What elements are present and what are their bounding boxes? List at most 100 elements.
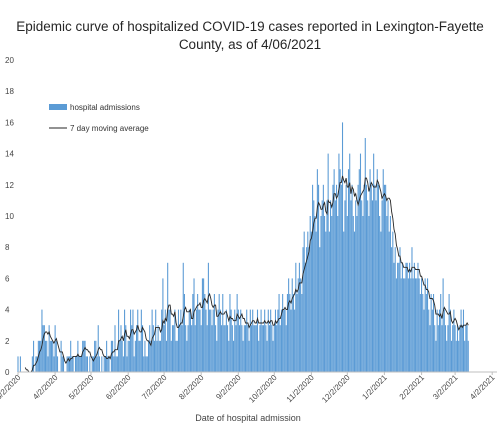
bar — [383, 184, 385, 372]
bar — [188, 309, 190, 372]
bar — [159, 340, 162, 372]
bar — [216, 340, 218, 372]
bar — [157, 325, 159, 372]
x-tick-label: 6/2/2020 — [104, 373, 133, 402]
bar — [47, 356, 49, 372]
y-tick-label: 0 — [5, 368, 10, 377]
bar — [113, 356, 115, 372]
bar — [250, 325, 253, 372]
bar — [440, 294, 442, 372]
bar — [277, 309, 279, 372]
bar — [164, 309, 166, 372]
bar — [61, 356, 63, 372]
bar — [331, 216, 333, 372]
bar — [326, 200, 328, 372]
x-tick-label: 4/2/2021 — [468, 373, 497, 402]
bar — [150, 340, 152, 372]
bar — [125, 325, 127, 372]
bar — [84, 340, 86, 372]
bar — [330, 200, 332, 372]
bar — [280, 309, 282, 372]
bar — [158, 340, 160, 372]
y-tick-label: 4 — [5, 306, 10, 315]
bar — [430, 294, 432, 372]
bar — [248, 340, 250, 372]
bar — [291, 278, 293, 372]
bar — [350, 200, 352, 372]
bar — [461, 325, 463, 372]
bar — [261, 325, 263, 372]
y-tick-label: 6 — [5, 274, 10, 283]
bar — [239, 325, 241, 372]
bar — [467, 340, 469, 372]
chart-title: Epidemic curve of hospitalized COVID-19 … — [16, 19, 484, 52]
bar — [446, 340, 448, 372]
bar — [423, 309, 425, 372]
bar — [425, 294, 427, 372]
bar — [290, 309, 292, 372]
bar — [343, 231, 345, 372]
bar — [409, 262, 411, 372]
bar — [460, 309, 462, 372]
bar — [386, 216, 388, 372]
bar — [174, 309, 176, 372]
bar — [137, 309, 139, 372]
bar — [127, 340, 129, 372]
bar — [325, 231, 327, 372]
bar — [466, 325, 468, 372]
bar — [362, 216, 364, 372]
bar — [347, 169, 350, 372]
bar — [163, 325, 165, 372]
bar — [417, 262, 419, 372]
bar — [177, 309, 180, 372]
bar — [351, 184, 353, 372]
bar — [436, 309, 438, 372]
bar — [374, 184, 376, 372]
bar — [249, 309, 251, 372]
bar — [453, 309, 455, 372]
bar — [17, 356, 19, 372]
bar — [60, 340, 62, 372]
bar — [91, 356, 93, 372]
y-tick-label: 16 — [5, 118, 14, 127]
bar — [407, 278, 409, 372]
y-tick-label: 10 — [5, 212, 14, 221]
bar — [227, 325, 229, 372]
bar — [437, 325, 439, 372]
bar — [237, 309, 239, 372]
bar — [207, 262, 209, 372]
bar — [42, 325, 44, 372]
bar — [285, 325, 287, 372]
bar — [272, 340, 274, 372]
y-tick-label: 20 — [5, 56, 14, 65]
bar — [438, 309, 441, 372]
bar — [308, 247, 310, 372]
bar — [286, 294, 288, 372]
bar — [149, 325, 151, 372]
bar — [74, 356, 77, 372]
bar — [176, 340, 178, 372]
bar — [427, 278, 429, 372]
bar — [389, 216, 391, 372]
bar — [462, 309, 465, 372]
bar — [121, 340, 123, 372]
bar — [33, 340, 35, 372]
y-tick-label: 2 — [5, 337, 10, 346]
bar — [391, 247, 393, 372]
bar — [233, 340, 235, 372]
bar — [186, 340, 188, 372]
bar — [221, 325, 223, 372]
bar — [465, 325, 467, 372]
bar — [448, 294, 450, 372]
bar — [170, 340, 172, 372]
bar — [183, 294, 185, 372]
x-tick-label: 7/2/2020 — [140, 373, 169, 402]
bar — [162, 278, 164, 372]
bar — [231, 325, 233, 372]
bar — [346, 216, 348, 372]
bar — [175, 340, 177, 372]
bar — [171, 325, 174, 372]
bar — [128, 340, 130, 372]
bar — [333, 169, 335, 372]
bar — [49, 340, 51, 372]
